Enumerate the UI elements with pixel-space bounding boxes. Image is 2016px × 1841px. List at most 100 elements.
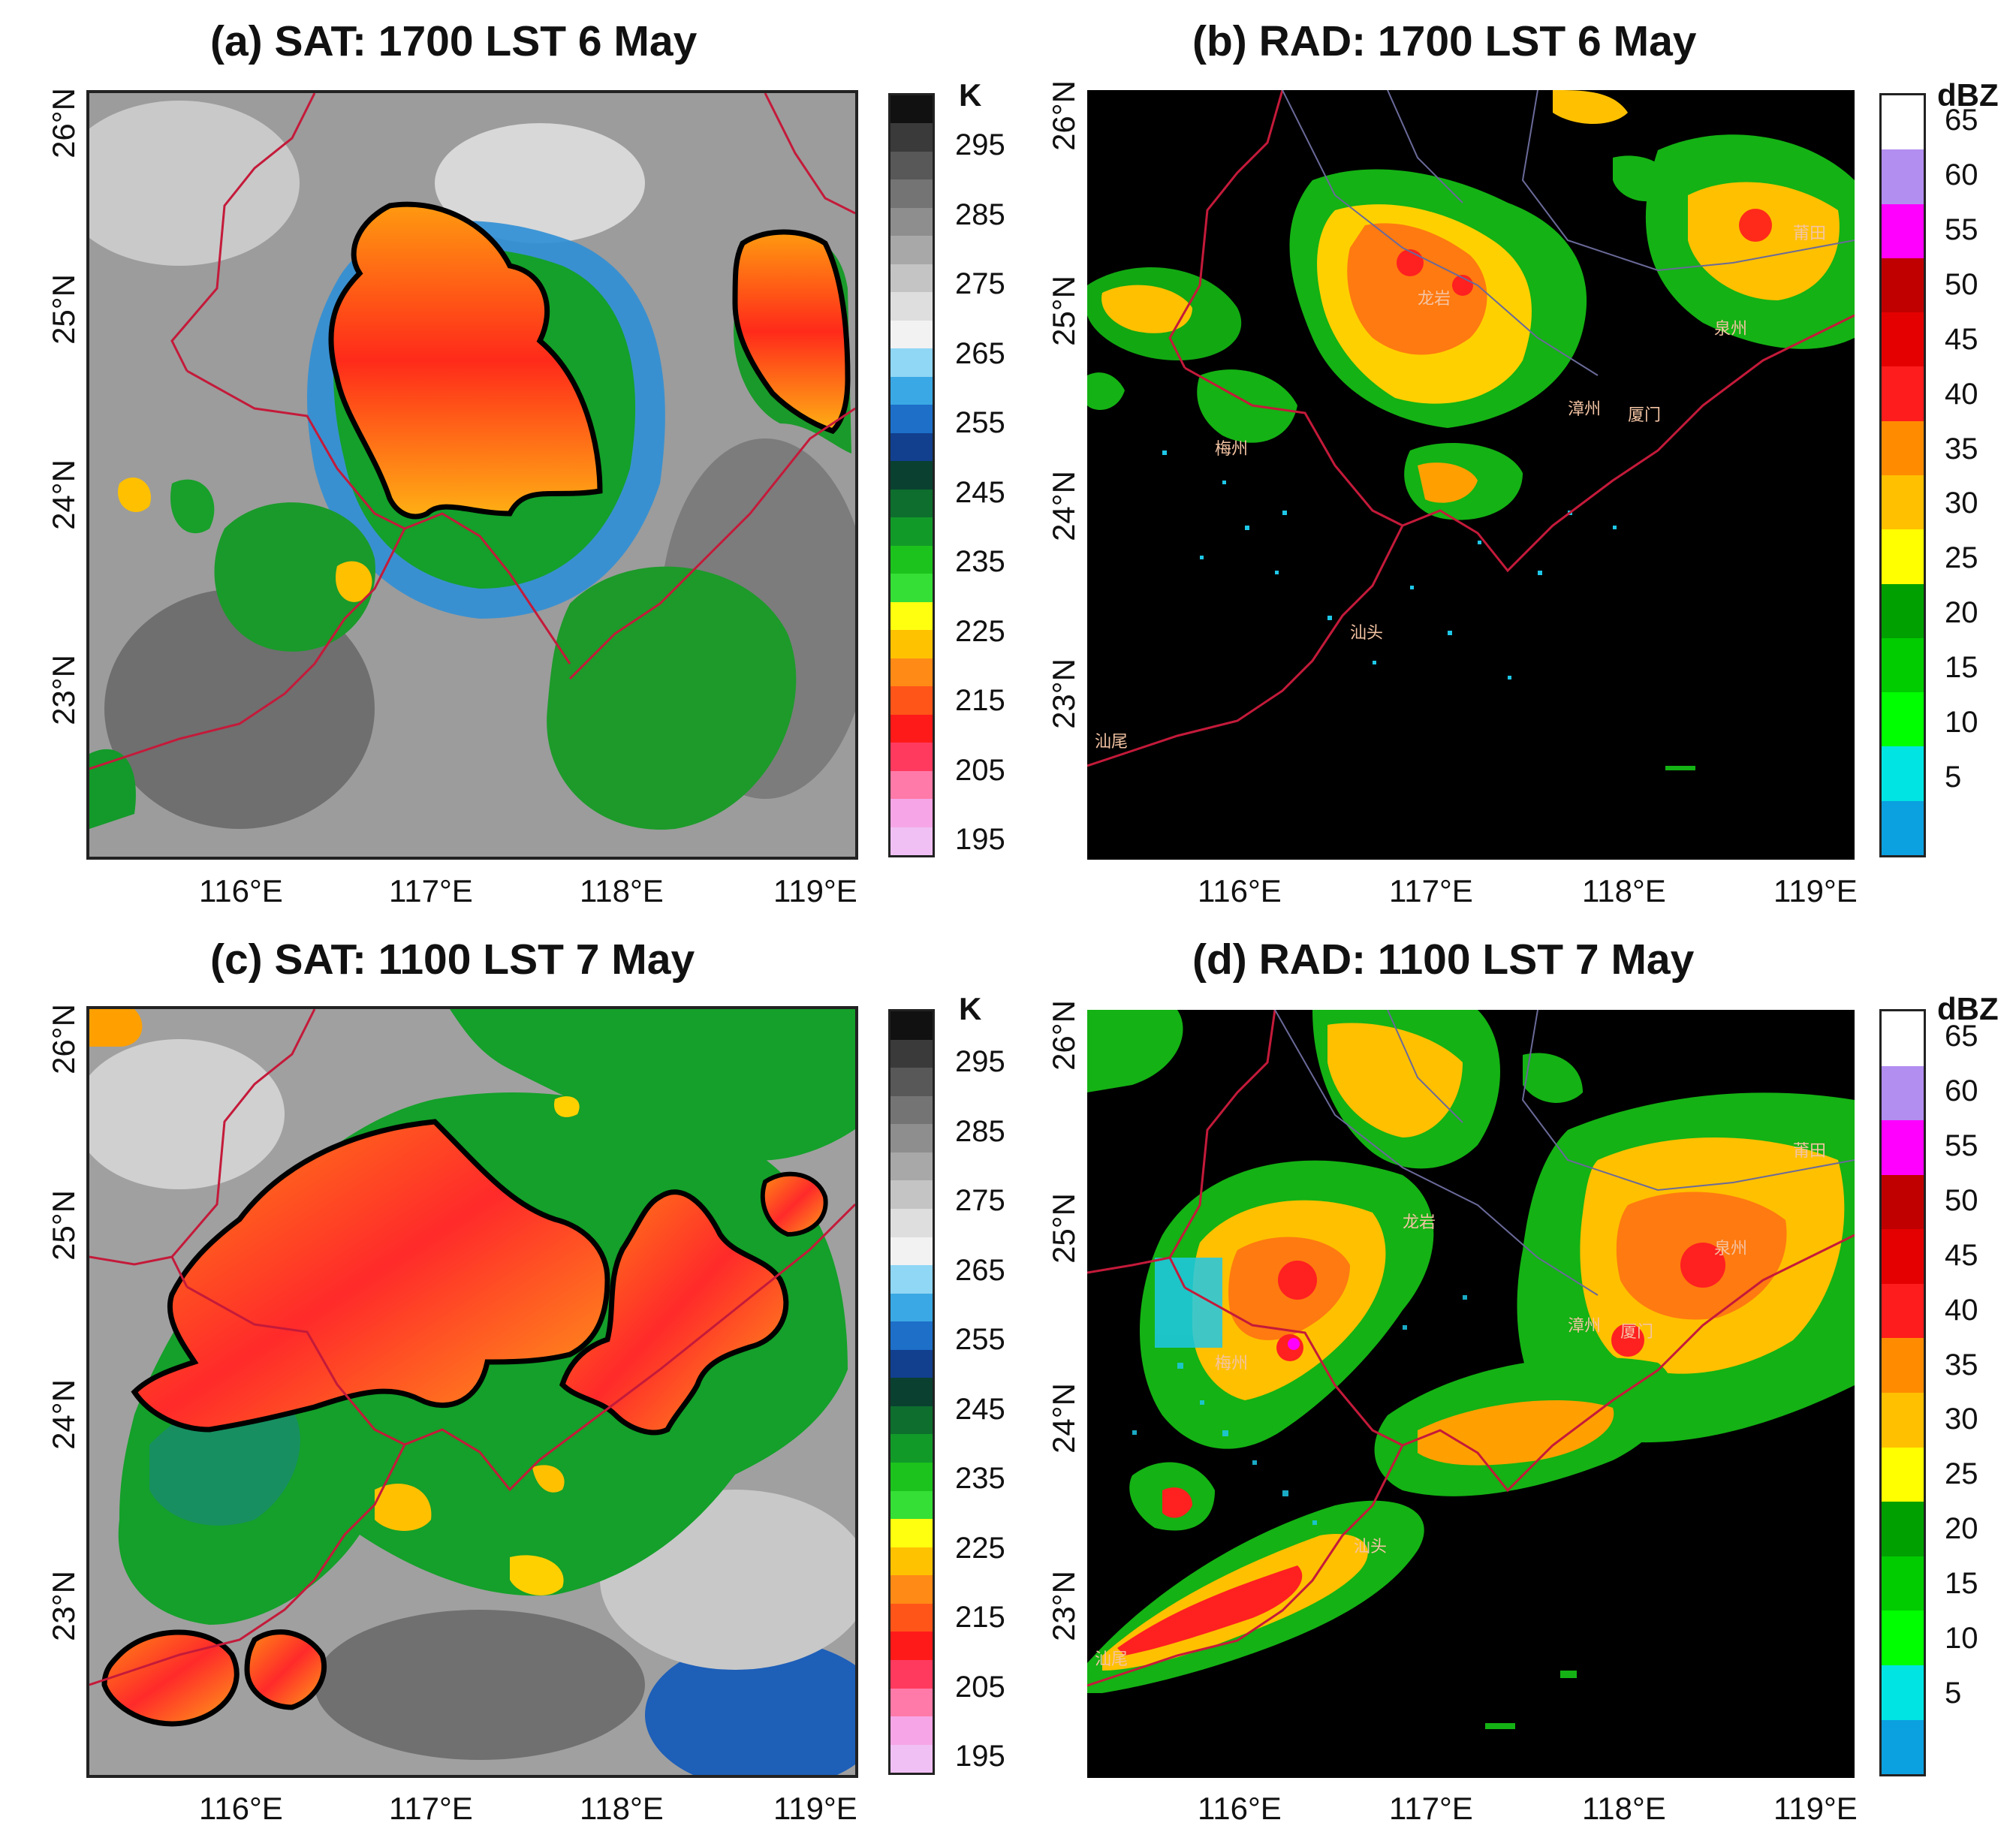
city-label-zhangzhou: 漳州 bbox=[1568, 400, 1601, 419]
city-label-quanzhou-d: 泉州 bbox=[1714, 1240, 1747, 1258]
sat-colorbar-segment bbox=[890, 489, 933, 518]
city-label-meizhou: 梅州 bbox=[1215, 440, 1248, 459]
panel-d-lon-label-118: 118°E bbox=[1582, 1791, 1666, 1826]
sat-colorbar-segment bbox=[890, 1688, 933, 1717]
sat-colorbar-segment bbox=[890, 1378, 933, 1406]
panel-d-colorbar bbox=[1879, 1009, 1926, 1776]
city-label-putian: 莆田 bbox=[1793, 224, 1826, 243]
radar-colorbar-label: 5 bbox=[1945, 760, 1962, 794]
sat-colorbar-segment bbox=[890, 827, 933, 856]
panel-b-lon-label-117: 117°E bbox=[1389, 873, 1473, 908]
panel-a-colorbar-unit: K bbox=[959, 77, 982, 113]
sat-colorbar-label: 235 bbox=[955, 545, 1005, 578]
panel-d-lat-label-24: 24°N bbox=[1045, 1383, 1081, 1454]
sat-colorbar-segment bbox=[890, 574, 933, 602]
radar-colorbar-segment bbox=[1882, 529, 1924, 584]
sat-colorbar-label: 205 bbox=[955, 753, 1005, 787]
panel-d-lon-label-116: 116°E bbox=[1198, 1791, 1282, 1826]
city-label-zhangzhou-d: 漳州 bbox=[1568, 1317, 1601, 1336]
panel-c-lat-label-23: 23°N bbox=[45, 1571, 81, 1641]
radar-colorbar-label: 55 bbox=[1945, 1129, 1978, 1163]
radar-colorbar-segment bbox=[1882, 637, 1924, 693]
radar-colorbar-segment bbox=[1882, 1556, 1924, 1611]
sat-colorbar-segment bbox=[890, 376, 933, 405]
sat-colorbar-label: 215 bbox=[955, 1601, 1005, 1634]
panel-b-lon-label-119: 119°E bbox=[1773, 873, 1858, 908]
sat-colorbar-label: 245 bbox=[955, 1392, 1005, 1426]
sat-colorbar-segment bbox=[890, 1124, 933, 1153]
city-label-shanwei: 汕尾 bbox=[1095, 733, 1128, 752]
sat-colorbar-segment bbox=[890, 601, 933, 631]
panel-a-colorbar bbox=[888, 93, 935, 857]
sat-colorbar-segment bbox=[890, 1152, 933, 1181]
panel-a-lon-label-117: 117°E bbox=[389, 873, 473, 908]
radar-colorbar-segment bbox=[1882, 420, 1924, 475]
panel-c-title: (c) SAT: 1100 LST 7 May bbox=[210, 936, 695, 984]
radar-colorbar-label: 60 bbox=[1945, 1074, 1978, 1108]
radar-colorbar-segment bbox=[1882, 583, 1924, 638]
panel-c-lon-label-116: 116°E bbox=[199, 1791, 283, 1826]
city-label-shanwei-d: 汕尾 bbox=[1095, 1650, 1128, 1669]
sat-colorbar-segment bbox=[890, 686, 933, 715]
sat-colorbar-segment bbox=[890, 1095, 933, 1125]
panel-a-lat-label-23: 23°N bbox=[45, 655, 81, 725]
sat-colorbar-segment bbox=[890, 236, 933, 264]
panel-b-lat-label-23: 23°N bbox=[1045, 658, 1081, 729]
sat-colorbar-segment bbox=[890, 1434, 933, 1463]
sat-colorbar-segment bbox=[890, 1349, 933, 1378]
radar-colorbar-label: 25 bbox=[1945, 1457, 1978, 1491]
sat-colorbar-label: 255 bbox=[955, 406, 1005, 439]
panel-a-satellite-map bbox=[86, 90, 858, 860]
sat-colorbar-label: 275 bbox=[955, 1184, 1005, 1217]
radar-colorbar-label: 50 bbox=[1945, 1184, 1978, 1217]
radar-colorbar-label: 25 bbox=[1945, 541, 1978, 575]
radar-colorbar-segment bbox=[1882, 366, 1924, 421]
panel-c-colorbar-unit: K bbox=[959, 991, 982, 1026]
city-label-quanzhou: 泉州 bbox=[1714, 320, 1747, 339]
sat-colorbar-segment bbox=[890, 1632, 933, 1660]
panel-c-lat-label-24: 24°N bbox=[45, 1379, 81, 1450]
panel-c-lat-label-26: 26°N bbox=[45, 1004, 81, 1074]
city-label-putian-d: 莆田 bbox=[1793, 1142, 1826, 1161]
panel-c-satellite-map bbox=[86, 1006, 858, 1778]
radar-colorbar-segment bbox=[1882, 1502, 1924, 1556]
sat-colorbar-segment bbox=[890, 123, 933, 152]
panel-a-lon-label-116: 116°E bbox=[199, 873, 283, 908]
sat-colorbar-label: 295 bbox=[955, 128, 1005, 161]
sat-colorbar-segment bbox=[890, 658, 933, 687]
sat-colorbar-label: 285 bbox=[955, 1114, 1005, 1148]
panel-c-lon-label-118: 118°E bbox=[580, 1791, 664, 1826]
sat-colorbar-segment bbox=[890, 405, 933, 433]
radar-colorbar-label: 10 bbox=[1945, 705, 1978, 739]
sat-colorbar-segment bbox=[890, 1180, 933, 1209]
radar-colorbar-label: 55 bbox=[1945, 213, 1978, 247]
panel-c-lon-label-119: 119°E bbox=[773, 1791, 857, 1826]
sat-colorbar-segment bbox=[890, 1519, 933, 1547]
radar-colorbar-segment bbox=[1882, 312, 1924, 367]
sat-colorbar-label: 285 bbox=[955, 197, 1005, 231]
sat-colorbar-segment bbox=[890, 517, 933, 546]
radar-colorbar-segment bbox=[1882, 1283, 1924, 1339]
sat-colorbar-segment bbox=[890, 264, 933, 293]
sat-colorbar-segment bbox=[890, 1490, 933, 1520]
sat-colorbar-segment bbox=[890, 1068, 933, 1096]
sat-colorbar-segment bbox=[890, 714, 933, 743]
sat-colorbar-segment bbox=[890, 1659, 933, 1689]
panel-b-title: (b) RAD: 1700 LST 6 May bbox=[1192, 17, 1697, 65]
radar-colorbar-label: 65 bbox=[1945, 1020, 1978, 1053]
radar-colorbar-label: 10 bbox=[1945, 1621, 1978, 1655]
sat-colorbar-segment bbox=[890, 1265, 933, 1294]
panel-a-lat-label-24: 24°N bbox=[45, 459, 81, 530]
sat-colorbar-segment bbox=[890, 179, 933, 208]
sat-colorbar-segment bbox=[890, 348, 933, 377]
panel-b-colorbar-unit: dBZ bbox=[1937, 77, 1999, 113]
panel-c-lon-label-117: 117°E bbox=[389, 1791, 473, 1826]
city-label-shantou-d: 汕头 bbox=[1354, 1538, 1387, 1556]
city-label-xiamen: 厦门 bbox=[1628, 406, 1661, 425]
sat-colorbar-segment bbox=[890, 95, 933, 124]
sat-colorbar-segment bbox=[890, 432, 933, 462]
sat-colorbar-label: 245 bbox=[955, 475, 1005, 509]
radar-colorbar-segment bbox=[1882, 149, 1924, 204]
sat-colorbar-label: 265 bbox=[955, 336, 1005, 370]
radar-colorbar-segment bbox=[1882, 1665, 1924, 1720]
